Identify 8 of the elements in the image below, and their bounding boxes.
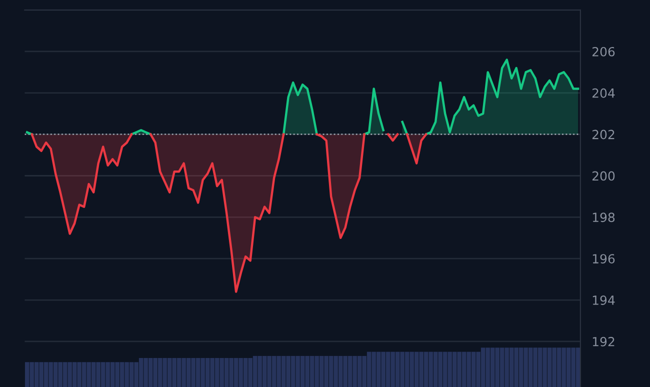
y-tick-label: 206 xyxy=(592,46,615,56)
y-tick-label: 196 xyxy=(592,254,615,264)
y-tick-label: 192 xyxy=(592,336,614,346)
y-tick-label: 200 xyxy=(592,171,615,181)
y-tick-label: 198 xyxy=(592,212,615,222)
y-tick-label: 202 xyxy=(592,130,614,140)
y-tick-label: 194 xyxy=(592,295,615,305)
y-tick-label: 204 xyxy=(592,88,615,98)
